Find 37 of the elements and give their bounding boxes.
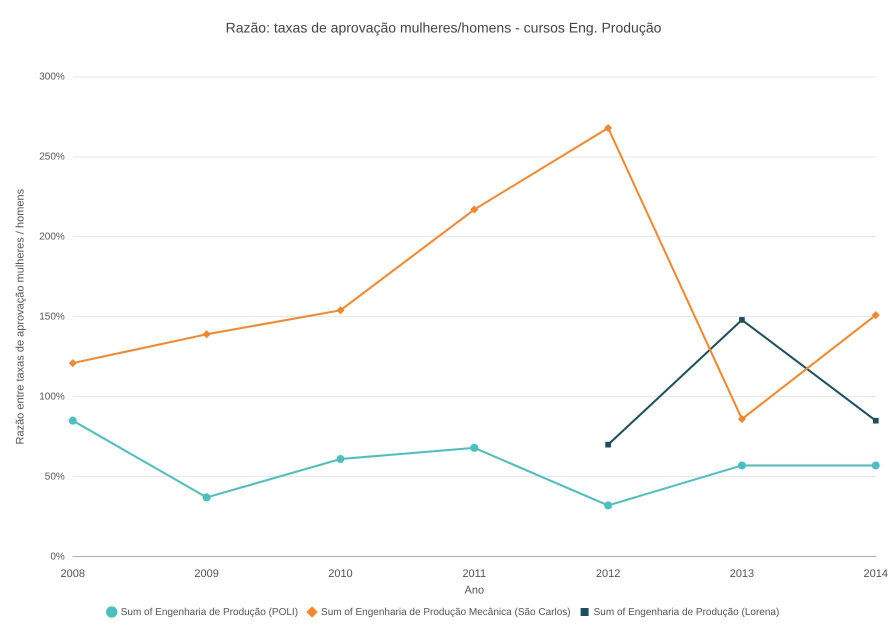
point — [470, 444, 478, 452]
point — [738, 415, 746, 424]
point — [872, 311, 880, 320]
x-tick-label: 2012 — [596, 568, 620, 580]
y-tick-label: 200% — [39, 231, 65, 242]
point — [336, 455, 344, 464]
y-tick-label: 300% — [39, 72, 65, 83]
point — [470, 206, 478, 214]
point — [604, 501, 612, 510]
point — [68, 416, 77, 425]
x-tick-label: 2011 — [462, 568, 486, 580]
point — [336, 306, 344, 314]
point — [872, 461, 880, 470]
point — [738, 461, 746, 470]
x-tick-label: 2013 — [730, 568, 754, 580]
y-tick-label: 150% — [39, 311, 65, 322]
legend-label: Sum of Engenharia de Produção (POLI) — [120, 606, 298, 618]
x-tick-label: 2008 — [60, 568, 86, 580]
point — [604, 124, 612, 132]
point — [202, 493, 211, 502]
point — [605, 442, 611, 448]
legend-label: Sum of Engenharia de Produção Mecânica (São Carlos) — [321, 606, 571, 618]
y-tick-label: 0% — [50, 551, 65, 562]
x-axis-title: Ano — [464, 584, 484, 596]
point — [68, 359, 77, 368]
y-tick-label: 100% — [39, 391, 65, 402]
legend-label: Sum of Engenharia de Produção (Lorena) — [594, 606, 780, 618]
point — [202, 330, 211, 338]
y-tick-label: 50% — [44, 471, 65, 482]
y-axis-title: Razão entre taxas de aprovação mulheres / homens — [14, 188, 27, 444]
y-tick-label: 250% — [39, 152, 65, 163]
point — [872, 418, 879, 424]
x-tick-label: 2014 — [864, 568, 888, 580]
x-tick-label: 2010 — [328, 568, 353, 580]
chart-title: Razão: taxas de aprovação mulheres/homens - cursos Eng. Produção — [226, 19, 662, 36]
x-tick-label: 2009 — [194, 568, 219, 580]
point — [739, 317, 745, 323]
